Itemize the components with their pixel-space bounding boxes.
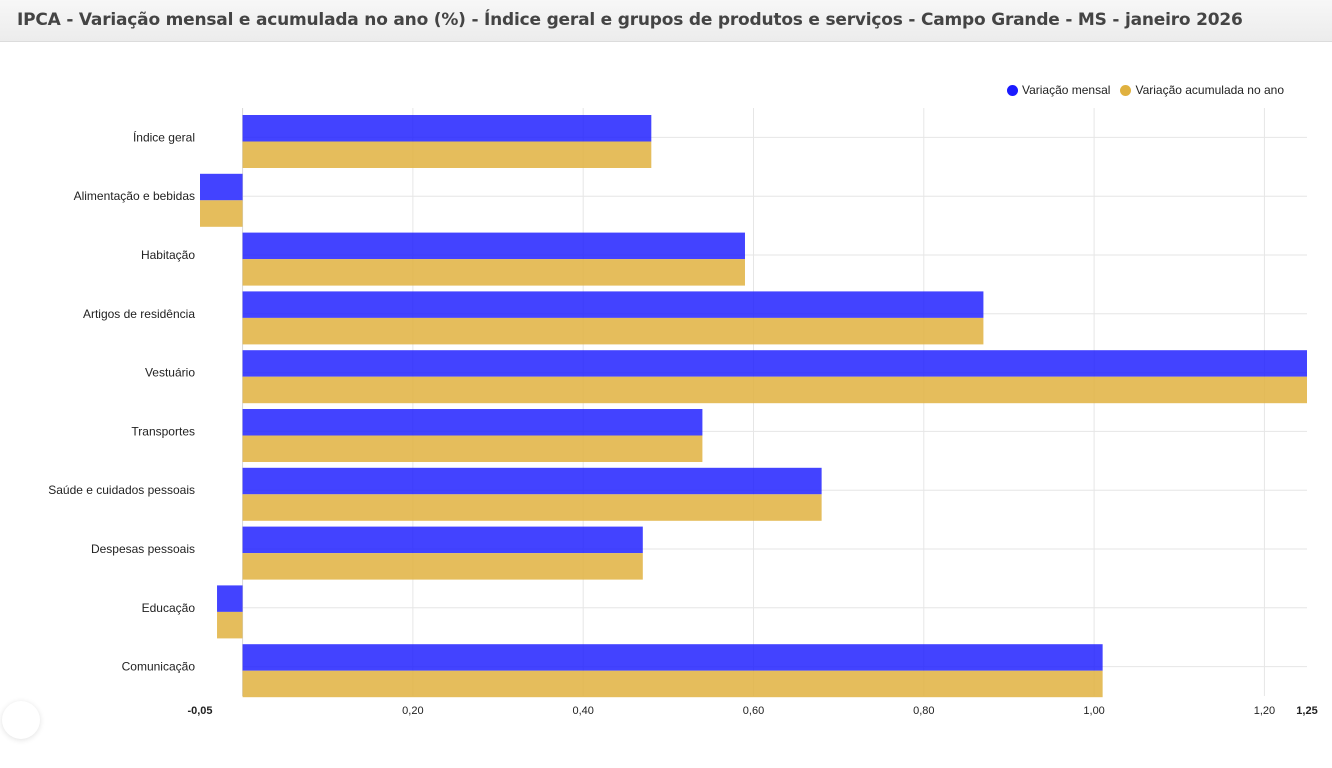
bar-accumulated-0 — [242, 141, 652, 168]
category-label-8: Educação — [142, 601, 196, 615]
bar-accumulated-7 — [242, 553, 643, 580]
bar-accumulated-3 — [242, 317, 984, 345]
floating-action-button[interactable] — [2, 701, 40, 739]
bar-monthly-2 — [242, 232, 745, 260]
tick-label-6: 1,20 — [1254, 705, 1275, 717]
bar-monthly-0 — [242, 115, 652, 142]
tick-label-0: -0,05 — [187, 705, 212, 717]
bar-monthly-5 — [242, 409, 703, 436]
legend-item-monthly[interactable]: Variação mensal — [1006, 83, 1111, 97]
tick-label-1: 0,20 — [402, 705, 423, 717]
tick-label-7: 1,25 — [1296, 705, 1317, 717]
legend-marker-accumulated — [1120, 84, 1132, 96]
legend-label-monthly: Variação mensal — [1021, 83, 1111, 97]
category-label-5: Transportes — [131, 424, 195, 438]
category-label-0: Índice geral — [133, 129, 195, 144]
chart-title: IPCA - Variação mensal e acumulada no an… — [17, 10, 1243, 30]
category-label-9: Comunicação — [122, 660, 196, 674]
bar-accumulated-9 — [242, 670, 1103, 698]
legend-marker-monthly — [1006, 84, 1018, 96]
bar-monthly-7 — [242, 526, 643, 554]
category-label-4: Vestuário — [145, 366, 195, 380]
bar-monthly-4 — [242, 350, 1308, 377]
category-label-1: Alimentação e bebidas — [74, 189, 195, 203]
tick-label-5: 1,00 — [1083, 705, 1104, 717]
bar-accumulated-1 — [200, 200, 243, 227]
legend-item-accumulated[interactable]: Variação acumulada no ano — [1120, 83, 1284, 97]
tick-label-2: 0,40 — [572, 705, 593, 717]
category-label-6: Saúde e cuidados pessoais — [48, 483, 195, 497]
tick-label-3: 0,60 — [743, 705, 764, 717]
bar-accumulated-5 — [242, 435, 703, 462]
bar-accumulated-4 — [242, 376, 1308, 404]
bar-accumulated-2 — [242, 259, 745, 286]
legend-label-accumulated: Variação acumulada no ano — [1135, 83, 1284, 97]
chart-header: IPCA - Variação mensal e acumulada no an… — [0, 0, 1332, 42]
bar-accumulated-8 — [217, 611, 243, 639]
tick-label-4: 0,80 — [913, 705, 934, 717]
bar-monthly-9 — [242, 644, 1103, 671]
bar-monthly-1 — [200, 173, 243, 201]
bar-monthly-8 — [217, 585, 243, 612]
category-label-7: Despesas pessoais — [91, 542, 195, 556]
bar-monthly-6 — [242, 467, 822, 495]
chart-legend: Variação mensal Variação acumulada no an… — [997, 83, 1284, 97]
category-label-2: Habitação — [141, 248, 195, 262]
category-label-3: Artigos de residência — [83, 307, 195, 321]
bar-accumulated-6 — [242, 494, 822, 521]
bar-monthly-3 — [242, 291, 984, 318]
